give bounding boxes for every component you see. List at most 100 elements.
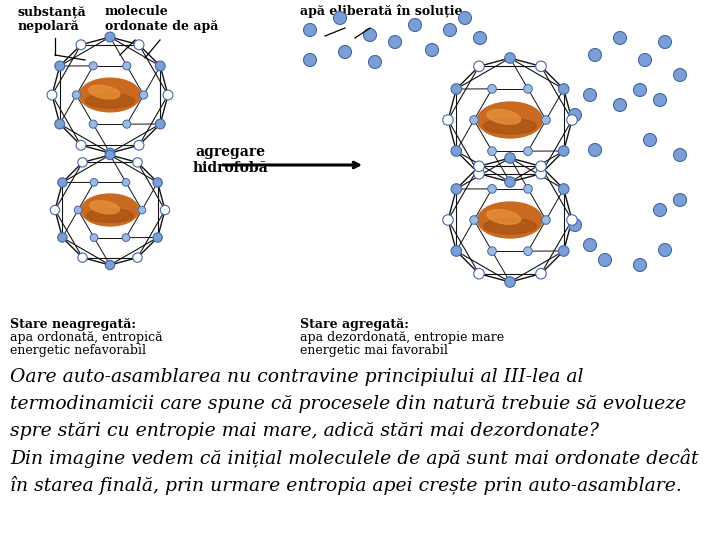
Circle shape bbox=[74, 206, 82, 214]
Circle shape bbox=[588, 144, 601, 157]
Circle shape bbox=[78, 253, 87, 262]
Circle shape bbox=[304, 24, 317, 37]
Circle shape bbox=[559, 184, 569, 194]
Circle shape bbox=[443, 114, 454, 125]
Circle shape bbox=[474, 161, 485, 172]
Circle shape bbox=[105, 150, 114, 160]
Circle shape bbox=[304, 53, 317, 66]
Circle shape bbox=[451, 246, 462, 256]
Ellipse shape bbox=[86, 93, 135, 108]
Circle shape bbox=[583, 89, 596, 102]
Ellipse shape bbox=[477, 102, 543, 138]
Text: energetic mai favorabil: energetic mai favorabil bbox=[300, 344, 448, 357]
Circle shape bbox=[541, 116, 550, 124]
Text: energetic nefavorabil: energetic nefavorabil bbox=[10, 344, 146, 357]
Circle shape bbox=[140, 91, 148, 99]
Circle shape bbox=[487, 85, 496, 93]
Circle shape bbox=[122, 120, 131, 128]
Circle shape bbox=[659, 36, 672, 49]
Circle shape bbox=[105, 32, 115, 42]
Ellipse shape bbox=[89, 85, 120, 99]
Circle shape bbox=[613, 98, 626, 111]
Circle shape bbox=[459, 11, 472, 24]
Circle shape bbox=[451, 84, 462, 94]
Ellipse shape bbox=[89, 201, 120, 214]
Text: în starea finală, prin urmare entropia apei crește prin auto-asamblare.: în starea finală, prin urmare entropia a… bbox=[10, 476, 682, 495]
Text: Stare agregată:: Stare agregată: bbox=[300, 318, 409, 331]
Circle shape bbox=[50, 205, 60, 215]
Circle shape bbox=[369, 56, 382, 69]
Circle shape bbox=[426, 44, 438, 57]
Circle shape bbox=[444, 24, 456, 37]
Circle shape bbox=[333, 11, 346, 24]
Text: apa dezordonată, entropie mare: apa dezordonată, entropie mare bbox=[300, 331, 504, 344]
Circle shape bbox=[673, 193, 686, 206]
Circle shape bbox=[161, 205, 170, 215]
Text: spre stări cu entropie mai mare, adică stări mai dezordonate?: spre stări cu entropie mai mare, adică s… bbox=[10, 422, 599, 440]
Circle shape bbox=[156, 119, 165, 129]
Circle shape bbox=[122, 234, 130, 241]
Circle shape bbox=[58, 178, 67, 187]
Circle shape bbox=[505, 153, 516, 163]
Circle shape bbox=[505, 276, 516, 287]
Circle shape bbox=[487, 185, 496, 193]
Circle shape bbox=[523, 247, 532, 255]
Circle shape bbox=[55, 61, 65, 71]
Text: apa ordonată, entropică: apa ordonată, entropică bbox=[10, 331, 163, 344]
Circle shape bbox=[474, 31, 487, 44]
Text: Din imagine vedem că inițial moleculele de apă sunt mai ordonate decât: Din imagine vedem că inițial moleculele … bbox=[10, 449, 698, 469]
Circle shape bbox=[153, 233, 162, 242]
Circle shape bbox=[153, 178, 162, 187]
Circle shape bbox=[58, 233, 67, 242]
Circle shape bbox=[541, 215, 550, 224]
Circle shape bbox=[673, 148, 686, 161]
Text: Oare auto-asamblarea nu contravine principiului al III-lea al: Oare auto-asamblarea nu contravine princ… bbox=[10, 368, 583, 386]
Circle shape bbox=[55, 119, 65, 129]
Circle shape bbox=[536, 268, 546, 279]
Circle shape bbox=[134, 40, 144, 50]
Circle shape bbox=[156, 61, 165, 71]
Circle shape bbox=[536, 168, 546, 179]
Circle shape bbox=[559, 246, 569, 256]
Circle shape bbox=[639, 53, 652, 66]
Circle shape bbox=[523, 85, 532, 93]
Circle shape bbox=[338, 45, 351, 58]
Circle shape bbox=[559, 84, 569, 94]
Circle shape bbox=[567, 114, 577, 125]
Circle shape bbox=[138, 206, 145, 214]
Ellipse shape bbox=[86, 208, 133, 222]
Circle shape bbox=[588, 49, 601, 62]
Circle shape bbox=[654, 93, 667, 106]
Circle shape bbox=[536, 61, 546, 72]
Ellipse shape bbox=[79, 78, 140, 112]
Ellipse shape bbox=[477, 202, 543, 238]
Circle shape bbox=[659, 244, 672, 256]
Text: molecule
ordonate de apă: molecule ordonate de apă bbox=[105, 5, 218, 33]
Circle shape bbox=[654, 204, 667, 217]
Circle shape bbox=[134, 140, 144, 150]
Circle shape bbox=[122, 179, 130, 186]
Text: Stare neagregată:: Stare neagregată: bbox=[10, 318, 136, 331]
Circle shape bbox=[76, 40, 86, 50]
Circle shape bbox=[469, 116, 478, 124]
Circle shape bbox=[583, 239, 596, 252]
Circle shape bbox=[523, 185, 532, 193]
Text: substanță
nepolară: substanță nepolară bbox=[18, 5, 86, 33]
Circle shape bbox=[474, 61, 485, 72]
Circle shape bbox=[634, 259, 647, 272]
Circle shape bbox=[644, 133, 657, 146]
Circle shape bbox=[389, 36, 402, 49]
Circle shape bbox=[163, 90, 173, 100]
Ellipse shape bbox=[484, 118, 536, 134]
Circle shape bbox=[505, 53, 516, 63]
Ellipse shape bbox=[81, 194, 139, 226]
Circle shape bbox=[408, 18, 421, 31]
Circle shape bbox=[487, 147, 496, 156]
Circle shape bbox=[567, 215, 577, 225]
Circle shape bbox=[90, 234, 98, 241]
Text: termodinamicii care spune că procesele din natură trebuie să evolueze: termodinamicii care spune că procesele d… bbox=[10, 395, 686, 413]
Circle shape bbox=[474, 168, 485, 179]
Circle shape bbox=[89, 120, 97, 128]
Circle shape bbox=[78, 158, 87, 167]
Circle shape bbox=[598, 253, 611, 267]
